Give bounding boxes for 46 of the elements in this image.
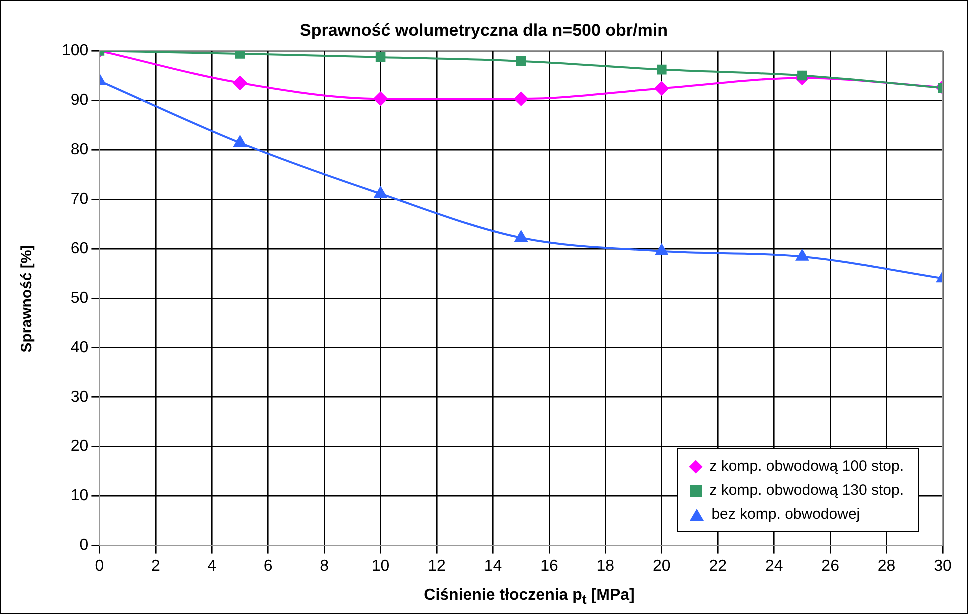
point: [374, 186, 387, 198]
x-axis-title: Ciśnienie tłoczenia p$_{t}$ [MPa]: [423, 586, 636, 607]
point: [516, 56, 526, 66]
legend-label: bez komp. obwodowej: [712, 506, 860, 524]
y-tick-label: 30: [70, 388, 89, 406]
x-tick-label: 2: [151, 558, 160, 575]
chart-title: Sprawność wolumetryczna dla n=500 obr/min: [299, 21, 669, 41]
point: [374, 92, 388, 106]
y-tick-label: 90: [70, 92, 89, 109]
y-tick-label: 60: [70, 240, 89, 258]
x-tick-label: 28: [878, 558, 896, 575]
point: [654, 82, 669, 96]
x-tick-label: 12: [428, 558, 446, 575]
point: [514, 92, 528, 106]
point: [657, 64, 667, 75]
x-tick-label: 20: [653, 558, 671, 575]
x-tick-label: 16: [540, 558, 558, 575]
legend-label: z komp. obwodową 130 stop.: [710, 482, 904, 500]
x-tick-label: 14: [484, 558, 502, 575]
point: [515, 231, 528, 242]
point: [656, 244, 668, 256]
x-tick-label: 4: [208, 558, 217, 575]
point: [376, 52, 386, 62]
x-tick-label: 30: [934, 558, 952, 575]
y-tick-label: 80: [70, 141, 89, 158]
point: [796, 250, 809, 261]
legend-label: z komp. obwodową 100 stop.: [710, 458, 904, 476]
x-tick-label: 24: [765, 558, 784, 575]
x-tick-label: 6: [264, 558, 273, 575]
y-tick-label: 70: [70, 190, 89, 208]
x-tick-label: 0: [95, 558, 104, 575]
point: [233, 76, 248, 90]
y-tick-label: 100: [62, 42, 89, 60]
y-tick-label: 50: [70, 290, 89, 307]
y-tick-label: 10: [70, 488, 89, 505]
x-tick-label: 18: [596, 558, 615, 575]
point: [235, 51, 246, 59]
x-tick-label: 26: [822, 558, 840, 575]
y-axis-title: Sprawność [%]: [18, 245, 36, 353]
y-tick-label: 20: [70, 438, 89, 456]
point: [234, 136, 246, 148]
x-tick-label: 10: [372, 558, 390, 575]
x-tick-label: 8: [320, 558, 330, 575]
y-tick-label: 0: [80, 537, 89, 554]
x-tick-label: 22: [709, 558, 728, 575]
y-tick-label: 40: [70, 339, 89, 356]
